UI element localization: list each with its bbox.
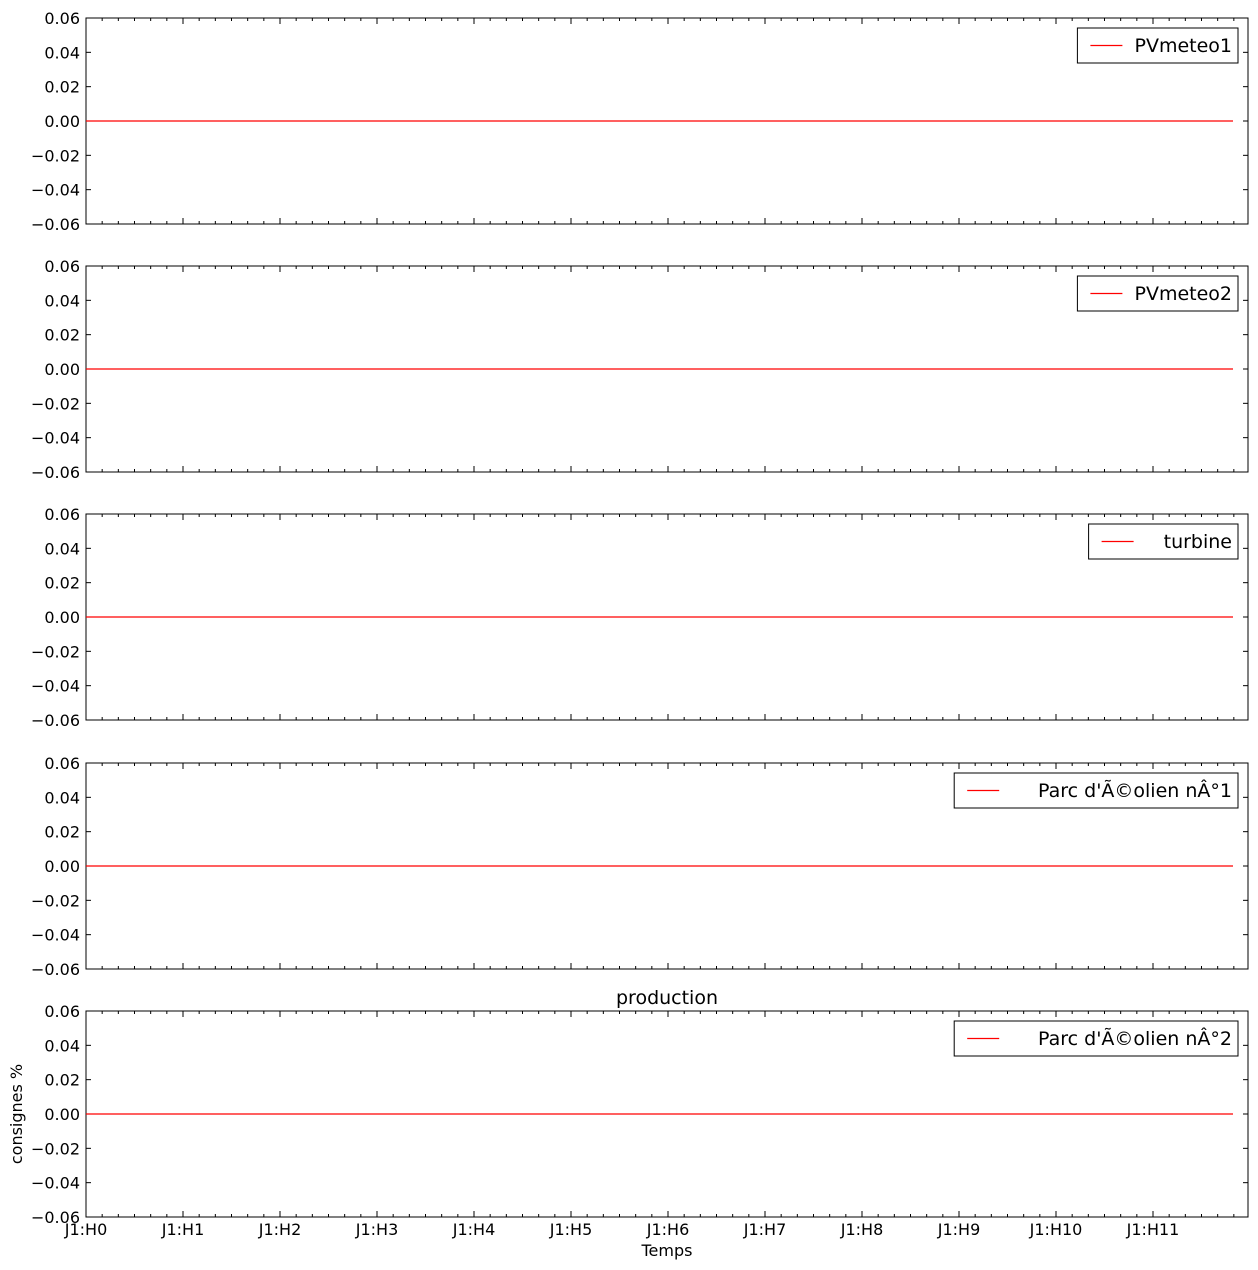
y-tick-label: 0.06 (44, 257, 80, 276)
x-tick-label: J1:H7 (743, 1220, 787, 1239)
y-tick-label: 0.06 (44, 505, 80, 524)
y-tick-label: −0.02 (31, 394, 80, 413)
y-tick-label: 0.00 (44, 608, 80, 627)
y-tick-label: −0.06 (31, 1208, 80, 1227)
y-tick-label: 0.02 (44, 823, 80, 842)
y-tick-label: −0.06 (31, 960, 80, 979)
x-tick-label: J1:H5 (549, 1220, 593, 1239)
chart-title: production (616, 987, 718, 1009)
x-tick-label: J1:H6 (646, 1220, 690, 1239)
y-tick-label: 0.02 (44, 78, 80, 97)
y-tick-label: 0.06 (44, 1002, 80, 1021)
y-tick-label: 0.02 (44, 326, 80, 345)
x-tick-label: J1:H8 (840, 1220, 884, 1239)
y-tick-label: −0.04 (31, 677, 80, 696)
y-tick-label: −0.04 (31, 181, 80, 200)
y-tick-label: −0.04 (31, 1174, 80, 1193)
y-tick-label: 0.06 (44, 754, 80, 773)
x-tick-label: J1:H4 (452, 1220, 496, 1239)
legend: turbine (1088, 523, 1239, 560)
y-tick-label: −0.06 (31, 463, 80, 482)
y-tick-label: 0.04 (44, 539, 80, 558)
y-tick-label: 0.06 (44, 9, 80, 28)
legend-label: turbine (1164, 531, 1232, 553)
subplot-2: 0.06 0.04 0.02 0.00 −0.02 −0.04 −0.06 PVmeteo2 (31, 257, 1249, 482)
subplot-3: 0.06 0.04 0.02 0.00 −0.02 −0.04 −0.06 turbine (31, 505, 1249, 730)
y-tick-label: 0.00 (44, 857, 80, 876)
legend-label: Parc d'Ã©olien nÂ°1 (1038, 779, 1232, 802)
y-tick-label: 0.00 (44, 112, 80, 131)
y-tick-label: −0.02 (31, 1139, 80, 1158)
y-tick-label: 0.04 (44, 43, 80, 62)
y-tick-label: 0.02 (44, 1071, 80, 1090)
legend-box (953, 772, 1239, 809)
y-tick-label: −0.02 (31, 146, 80, 165)
y-tick-label: 0.04 (44, 1036, 80, 1055)
subplot-1: 0.06 0.04 0.02 0.00 −0.02 −0.04 −0.06 PVmeteo1 (31, 9, 1249, 234)
legend: PVmeteo1 (1076, 27, 1239, 64)
x-tick-label: J1:H2 (258, 1220, 302, 1239)
subplot-5: 0.06 0.04 0.02 0.00 −0.02 −0.04 −0.06 Parc d'Ã©… (7, 987, 1249, 1260)
y-tick-label: 0.00 (44, 360, 80, 379)
y-tick-label: 0.04 (44, 291, 80, 310)
x-axis-label: Temps (641, 1241, 693, 1260)
y-tick-label: −0.06 (31, 711, 80, 730)
subplot-4: 0.06 0.04 0.02 0.00 −0.02 −0.04 −0.06 Parc d'Ã©… (31, 754, 1249, 979)
x-tick-label: J1:H1 (161, 1220, 205, 1239)
legend: PVmeteo2 (1076, 275, 1239, 312)
legend-box (953, 1020, 1239, 1057)
y-tick-label: −0.02 (31, 891, 80, 910)
y-tick-label: −0.02 (31, 642, 80, 661)
legend: Parc d'Ã©olien nÂ°2 (953, 1020, 1239, 1057)
y-tick-label: −0.06 (31, 215, 80, 234)
legend-label: PVmeteo2 (1134, 283, 1232, 305)
x-tick-label: J1:H11 (1126, 1220, 1180, 1239)
y-tick-label: 0.04 (44, 788, 80, 807)
legend: Parc d'Ã©olien nÂ°1 (953, 772, 1239, 809)
x-tick-label: J1:H9 (937, 1220, 981, 1239)
legend-label: PVmeteo1 (1134, 35, 1232, 57)
y-tick-label: 0.02 (44, 574, 80, 593)
x-tick-label: J1:H10 (1029, 1220, 1083, 1239)
y-tick-label: −0.04 (31, 926, 80, 945)
y-axis-label: consignes % (7, 1064, 26, 1164)
y-tick-label: −0.04 (31, 429, 80, 448)
x-tick-label: J1:H3 (355, 1220, 399, 1239)
y-tick-label: 0.00 (44, 1105, 80, 1124)
x-tick-label: J1:H0 (64, 1220, 108, 1239)
legend-label: Parc d'Ã©olien nÂ°2 (1038, 1027, 1232, 1050)
